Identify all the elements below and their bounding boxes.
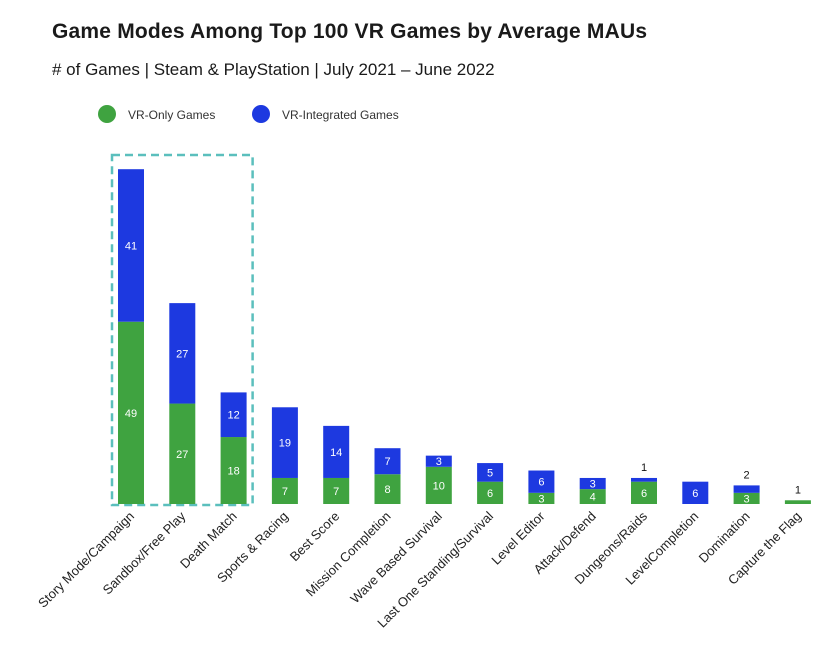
value-label-vr-only-attack-defend: 4: [590, 492, 596, 504]
value-label-vr-integrated-mission-completion: 7: [384, 456, 390, 468]
value-label-vr-only-domination: 3: [744, 493, 750, 505]
bar-vr-integrated-level-editor: [528, 470, 555, 493]
bar-vr-only-capture-the-flag: [784, 500, 811, 504]
value-label-vr-only-sports-racing: 7: [282, 486, 288, 498]
legend-label-vr-integrated-games: VR-Integrated Games: [282, 108, 399, 122]
value-label-vr-only-dungeons-raids: 6: [641, 488, 647, 500]
value-label-vr-only-capture-the-flag: 1: [795, 484, 801, 496]
value-label-vr-only-last-one-standing-survival: 6: [487, 488, 493, 500]
value-label-vr-only-mission-completion: 8: [384, 484, 390, 496]
bar-vr-only-level-editor: [528, 492, 555, 504]
bars-group: [118, 169, 811, 504]
value-label-vr-only-death-match: 18: [227, 466, 239, 478]
legend-swatch-vr-integrated-games: [252, 105, 270, 123]
value-label-vr-only-best-score: 7: [333, 486, 339, 498]
bar-vr-integrated-attack-defend: [579, 477, 606, 490]
value-label-vr-integrated-death-match: 12: [227, 410, 239, 422]
value-label-vr-integrated-wave-based-survival: 3: [436, 456, 442, 468]
value-label-vr-only-sandbox-free-play: 27: [176, 449, 188, 461]
bar-vr-integrated-mission-completion: [374, 448, 401, 475]
bar-vr-only-domination: [733, 492, 760, 504]
bar-vr-only-wave-based-survival: [425, 466, 452, 504]
bar-vr-integrated-sandbox-free-play: [169, 303, 196, 404]
value-label-vr-integrated-domination: 2: [744, 469, 750, 481]
bar-vr-integrated-last-one-standing-survival: [477, 463, 504, 482]
bar-vr-only-sandbox-free-play: [169, 403, 196, 504]
bar-vr-integrated-wave-based-survival: [425, 455, 452, 467]
value-label-vr-integrated-last-one-standing-survival: 5: [487, 467, 493, 479]
value-label-vr-only-level-editor: 3: [538, 493, 544, 505]
bar-vr-only-sports-racing: [271, 477, 298, 504]
x-tick-label-mission-completion: Mission Completion: [303, 509, 394, 600]
legend-swatch-vr-only-games: [98, 105, 116, 123]
chart-title: Game Modes Among Top 100 VR Games by Ave…: [52, 20, 648, 43]
bar-vr-integrated-domination: [733, 485, 760, 493]
bar-vr-only-mission-completion: [374, 474, 401, 504]
value-label-vr-integrated-best-score: 14: [330, 447, 342, 459]
bar-vr-integrated-dungeons-raids: [631, 477, 657, 482]
value-label-vr-integrated-level-editor: 6: [538, 477, 544, 489]
chart-subtitle: # of Games | Steam & PlayStation | July …: [52, 60, 495, 79]
bar-vr-integrated-death-match: [220, 392, 247, 438]
bar-vr-integrated-sports-racing: [271, 407, 298, 478]
bar-vr-only-best-score: [323, 477, 350, 504]
bar-vr-only-attack-defend: [579, 489, 606, 504]
bar-vr-integrated-levelcompletion: [682, 481, 709, 504]
value-label-vr-only-wave-based-survival: 10: [433, 480, 445, 492]
bar-vr-only-death-match: [220, 437, 247, 504]
value-label-vr-integrated-dungeons-raids: 1: [641, 462, 647, 474]
bar-vr-only-last-one-standing-survival: [477, 481, 504, 504]
highlight-box: [110, 153, 254, 507]
x-tick-label-wave-based-survival: Wave Based Survival: [347, 508, 445, 606]
legend-label-vr-only-games: VR-Only Games: [128, 108, 215, 122]
value-label-vr-integrated-sports-racing: 19: [279, 438, 291, 450]
bar-vr-integrated-best-score: [323, 425, 350, 478]
bar-vr-only-dungeons-raids: [631, 481, 657, 504]
value-label-vr-integrated-sandbox-free-play: 27: [176, 348, 188, 360]
value-label-vr-integrated-levelcompletion: 6: [692, 488, 698, 500]
bar-vr-integrated-story-mode-campaign: [118, 169, 144, 322]
x-tick-label-story-mode-campaign: Story Mode/Campaign: [35, 509, 137, 611]
value-label-vr-integrated-story-mode-campaign: 41: [125, 240, 137, 252]
chart-legend: VR-Only Games VR-Integrated Games: [98, 105, 399, 123]
highlight-group: [110, 153, 254, 507]
x-tick-label-best-score: Best Score: [287, 509, 343, 565]
value-label-vr-only-story-mode-campaign: 49: [125, 408, 137, 420]
bar-vr-only-story-mode-campaign: [118, 321, 144, 504]
value-label-vr-integrated-attack-defend: 3: [590, 479, 596, 491]
